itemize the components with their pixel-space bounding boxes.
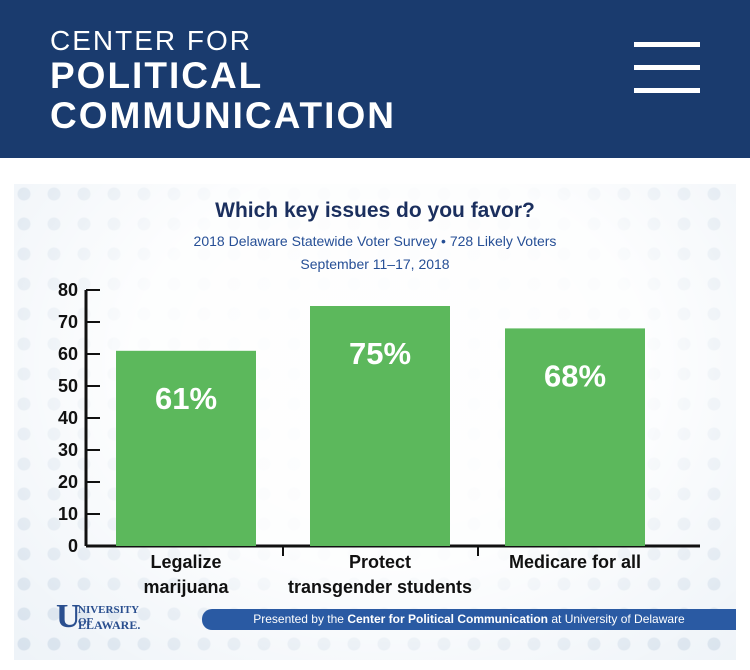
y-tick-label: 80 [58, 280, 78, 300]
bar [310, 306, 450, 546]
y-tick-label: 40 [58, 408, 78, 428]
category-label: Legalize [150, 552, 221, 572]
menu-bar [634, 42, 700, 47]
ud-logo-university: NIVERSITY OF [78, 604, 139, 628]
menu-bar [634, 65, 700, 70]
chart-subtitle: 2018 Delaware Statewide Voter Survey • 7… [193, 233, 557, 249]
site-header: CENTER FOR POLITICAL COMMUNICATION [0, 0, 750, 158]
category-label: transgender students [288, 577, 472, 597]
presented-org: Center for Political Communication [347, 612, 549, 626]
chart-title: Which key issues do you favor? [215, 199, 535, 222]
y-tick-label: 50 [58, 376, 78, 396]
bar-data-label: 68% [544, 358, 606, 393]
bar [116, 350, 256, 546]
y-tick-label: 10 [58, 504, 78, 524]
brand-line-3: COMMUNICATION [50, 95, 396, 136]
ud-logo-mark: U [56, 598, 81, 635]
chart-date: September 11–17, 2018 [300, 256, 450, 272]
category-label: Protect [349, 552, 411, 572]
bar-data-label: 75% [349, 336, 411, 371]
y-tick-label: 0 [68, 536, 78, 556]
menu-bar [634, 88, 700, 93]
category-label: Medicare for all [509, 552, 641, 572]
presented-suffix: at University of Delaware [548, 612, 685, 626]
y-tick-label: 70 [58, 312, 78, 332]
brand-line-1: CENTER FOR [50, 25, 252, 56]
presented-by-banner: Presented by the Center for Political Co… [202, 609, 736, 630]
hamburger-menu-icon[interactable] [634, 42, 700, 94]
site-logo[interactable]: CENTER FOR POLITICAL COMMUNICATION [50, 26, 396, 136]
ud-logo-delaware: ELAWARE. [78, 618, 141, 632]
brand-line-2: POLITICAL [50, 55, 264, 96]
bar-data-label: 61% [155, 381, 217, 416]
y-tick-label: 20 [58, 472, 78, 492]
y-tick-label: 30 [58, 440, 78, 460]
university-of-delaware-logo: U NIVERSITY OF ELAWARE. [56, 600, 148, 634]
y-tick-label: 60 [58, 344, 78, 364]
presented-prefix: Presented by the [253, 612, 348, 626]
bar [505, 328, 645, 546]
category-label: marijuana [143, 577, 229, 597]
